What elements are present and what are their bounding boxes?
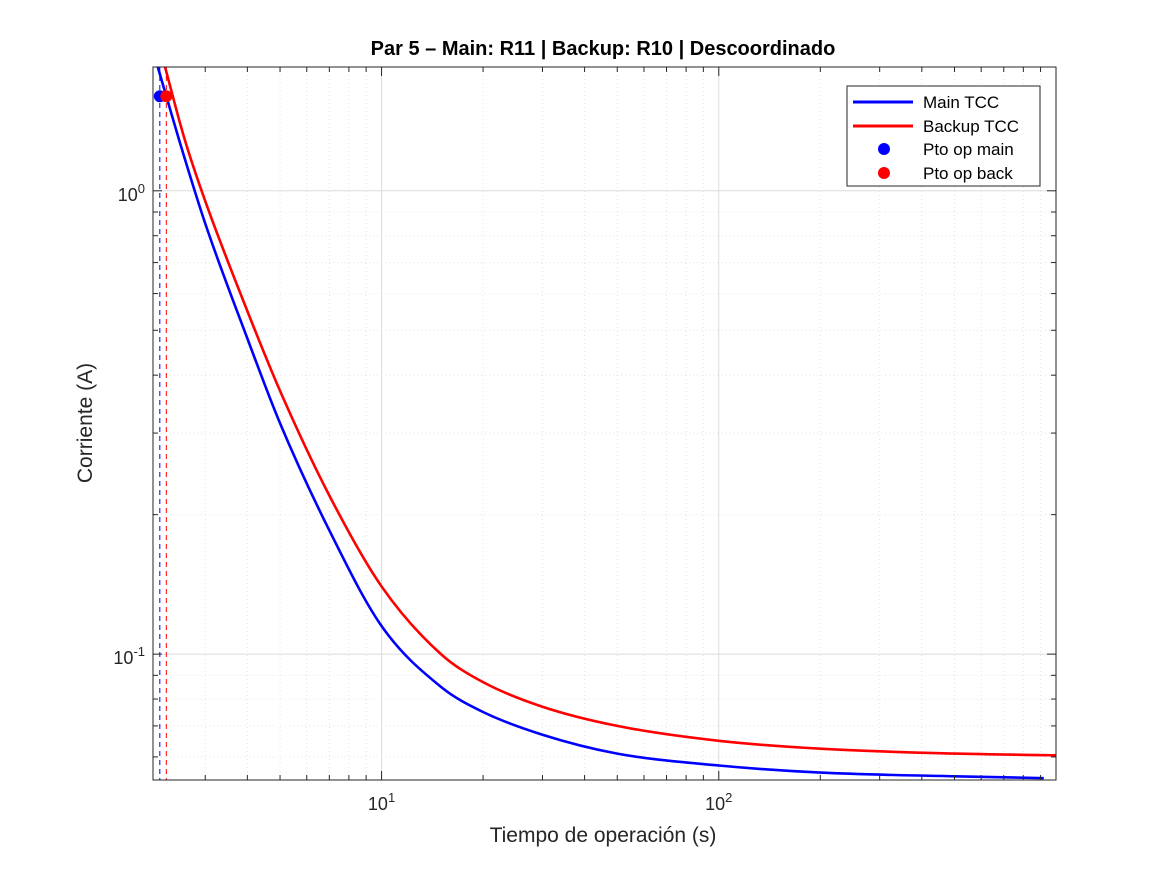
y-tick-label: 10-1	[113, 644, 145, 668]
legend-label-backup-tcc: Backup TCC	[923, 117, 1019, 136]
y-axis-label: Corriente (A)	[74, 363, 97, 483]
legend-label-main-tcc: Main TCC	[923, 93, 999, 112]
main-tcc-curve	[156, 67, 1044, 780]
curves	[156, 67, 1056, 780]
minor-grid	[153, 67, 1056, 780]
legend-label-main-point: Pto op main	[923, 140, 1014, 159]
backup-tcc-curve	[163, 67, 1056, 757]
legend: Main TCC Backup TCC Pto op main Pto op b…	[846, 85, 1041, 187]
operating-points	[153, 90, 173, 103]
tick-marks	[153, 67, 1057, 780]
chart-title: Par 5 – Main: R11 | Backup: R10 | Descoo…	[371, 38, 836, 60]
operating-point-back	[160, 90, 173, 103]
operating-point-guides	[159, 67, 167, 780]
x-tick-label: 101	[368, 790, 395, 814]
y-tick-label: 100	[118, 181, 145, 205]
axes-box	[152, 66, 1057, 781]
x-axis-label: Tiempo de operación (s)	[490, 824, 717, 847]
legend-marker-main-point	[878, 143, 890, 155]
legend-marker-back-point	[878, 167, 890, 179]
tick-labels: 101 102 10-1 100	[113, 181, 732, 814]
x-tick-label: 102	[705, 790, 732, 814]
legend-label-back-point: Pto op back	[923, 164, 1013, 183]
